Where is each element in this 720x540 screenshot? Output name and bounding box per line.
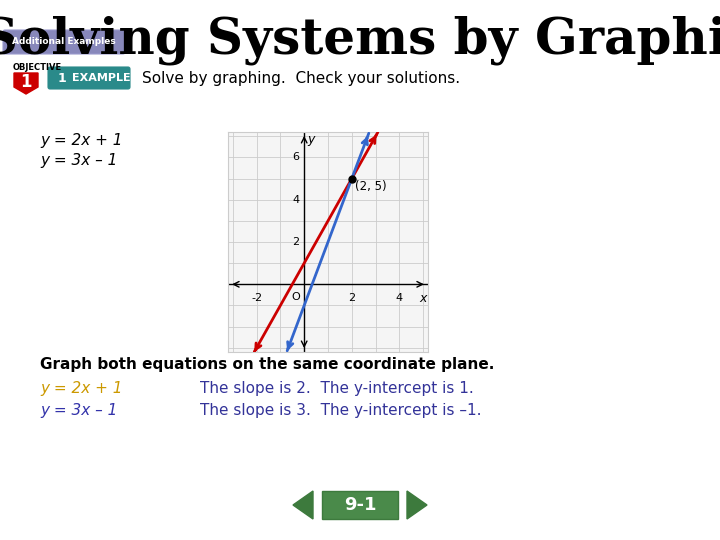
Text: The slope is 2.  The y-intercept is 1.: The slope is 2. The y-intercept is 1. — [200, 381, 474, 395]
Text: (2, 5): (2, 5) — [356, 180, 387, 193]
Text: 4: 4 — [292, 195, 300, 205]
Polygon shape — [293, 491, 313, 519]
Text: y: y — [307, 133, 315, 146]
Text: 1: 1 — [20, 73, 32, 91]
Text: 1: 1 — [58, 71, 67, 84]
Text: Graph both equations on the same coordinate plane.: Graph both equations on the same coordin… — [40, 357, 495, 373]
Text: x: x — [420, 292, 427, 305]
Text: y = 2x + 1: y = 2x + 1 — [40, 381, 122, 395]
Text: 4: 4 — [396, 293, 403, 303]
Text: 2: 2 — [348, 293, 356, 303]
FancyBboxPatch shape — [322, 491, 398, 519]
Text: y = 3x – 1: y = 3x – 1 — [40, 152, 117, 167]
Text: Solve by graphing.  Check your solutions.: Solve by graphing. Check your solutions. — [142, 71, 460, 85]
Text: Solving Systems by Graphing: Solving Systems by Graphing — [0, 15, 720, 65]
Text: 6: 6 — [292, 152, 300, 163]
Text: OBJECTIVE: OBJECTIVE — [13, 64, 62, 72]
Text: Additional Examples: Additional Examples — [12, 37, 116, 46]
Text: 9-1: 9-1 — [343, 496, 377, 514]
Text: 2: 2 — [292, 237, 300, 247]
Polygon shape — [14, 73, 38, 94]
FancyBboxPatch shape — [3, 30, 125, 54]
Text: y = 3x – 1: y = 3x – 1 — [40, 402, 117, 417]
Text: The slope is 3.  The y-intercept is –1.: The slope is 3. The y-intercept is –1. — [200, 402, 482, 417]
Text: O: O — [292, 292, 301, 302]
Polygon shape — [407, 491, 427, 519]
Text: -2: -2 — [251, 293, 262, 303]
Text: EXAMPLE: EXAMPLE — [72, 73, 130, 83]
Text: y = 2x + 1: y = 2x + 1 — [40, 132, 122, 147]
FancyBboxPatch shape — [48, 67, 130, 89]
